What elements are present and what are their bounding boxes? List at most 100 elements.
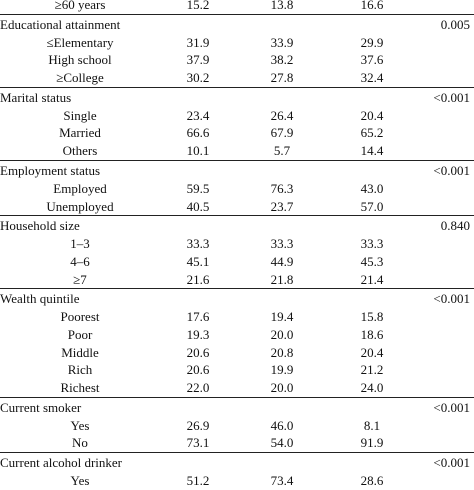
value-group-2: 18.6: [360, 326, 384, 342]
value-total: 20.6: [186, 362, 210, 378]
value-group-2: 32.4: [360, 70, 384, 86]
table-row: ≥College 30.2 27.8 32.4: [0, 69, 474, 87]
table-row: Poor 19.3 20.0 18.6: [0, 326, 474, 344]
section-divider: [0, 159, 474, 161]
row-label: No: [72, 435, 88, 451]
p-value: <0.001: [433, 89, 470, 105]
value-group-2: 14.4: [360, 143, 384, 159]
value-group-2: 45.3: [360, 253, 384, 269]
value-total: 33.3: [186, 236, 210, 252]
section-title: Wealth quintile: [0, 291, 80, 307]
value-group-1: 13.8: [270, 0, 294, 12]
value-group-2: 57.0: [360, 198, 384, 214]
value-total: 66.6: [186, 125, 210, 141]
p-value: <0.001: [433, 455, 470, 471]
row-label: ≥College: [56, 70, 104, 86]
section-header: Wealth quintile <0.001: [0, 289, 474, 308]
value-total: 31.9: [186, 34, 210, 50]
table-row: Poorest 17.6 19.4 15.8: [0, 308, 474, 326]
value-group-1: 38.2: [270, 52, 294, 68]
section-header: Current alcohol drinker <0.001: [0, 453, 474, 472]
value-group-1: 46.0: [270, 417, 294, 433]
section-header: Household size 0.840: [0, 216, 474, 235]
value-total: 40.5: [186, 198, 210, 214]
value-group-2: 15.8: [360, 309, 384, 325]
table-row: Married 66.6 67.9 65.2: [0, 124, 474, 142]
p-value: <0.001: [433, 162, 470, 178]
p-value: <0.001: [433, 291, 470, 307]
value-total: 45.1: [186, 253, 210, 269]
value-group-1: 21.8: [270, 271, 294, 287]
table-row: Employed 59.5 76.3 43.0: [0, 180, 474, 198]
table-row: Yes 26.9 46.0 8.1: [0, 417, 474, 435]
value-total: 19.3: [186, 326, 210, 342]
row-label: Unemployed: [46, 198, 114, 214]
section-header: Educational attainment 0.005: [0, 15, 474, 34]
row-label: Yes: [70, 473, 90, 489]
row-label: 1–3: [70, 236, 90, 252]
value-group-1: 54.0: [270, 435, 294, 451]
row-label: High school: [48, 52, 112, 68]
section-divider: [0, 13, 474, 15]
row-label: Poorest: [60, 309, 100, 325]
row-label: 4–6: [70, 253, 90, 269]
p-value: <0.001: [433, 399, 470, 415]
p-value: 0.840: [440, 218, 470, 234]
table-row: Yes 51.2 73.4 28.6: [0, 472, 474, 490]
value-total: 51.2: [186, 473, 210, 489]
value-group-1: 76.3: [270, 180, 294, 196]
table-row: 4–6 45.1 44.9 45.3: [0, 253, 474, 271]
value-group-1: 44.9: [270, 253, 294, 269]
table-row: Unemployed 40.5 23.7 57.0: [0, 198, 474, 216]
value-group-2: 65.2: [360, 125, 384, 141]
row-label: Married: [59, 125, 101, 141]
value-total: 59.5: [186, 180, 210, 196]
value-group-2: 21.4: [360, 271, 384, 287]
value-group-2: 20.4: [360, 344, 384, 360]
value-total: 10.1: [186, 143, 210, 159]
section-title: Employment status: [0, 162, 101, 178]
table-row: Others 10.1 5.7 14.4: [0, 142, 474, 160]
table-row: ≥60 years 15.2 13.8 16.6: [0, 0, 474, 14]
value-group-1: 33.3: [270, 236, 294, 252]
value-group-2: 8.1: [363, 417, 381, 433]
value-total: 15.2: [186, 0, 210, 12]
value-group-2: 28.6: [360, 473, 384, 489]
row-label: Poor: [67, 326, 93, 342]
section-title: Current alcohol drinker: [0, 455, 123, 471]
section-divider: [0, 288, 474, 290]
row-label: Yes: [70, 417, 90, 433]
row-label: ≥7: [73, 271, 87, 287]
value-group-2: 43.0: [360, 180, 384, 196]
value-total: 17.6: [186, 309, 210, 325]
section-title: Current smoker: [0, 399, 82, 415]
value-total: 26.9: [186, 417, 210, 433]
section-header: Current smoker <0.001: [0, 398, 474, 417]
section-title: Marital status: [0, 89, 72, 105]
value-group-1: 73.4: [270, 473, 294, 489]
value-group-2: 24.0: [360, 380, 384, 395]
value-group-1: 20.0: [270, 380, 294, 395]
value-group-1: 27.8: [270, 70, 294, 86]
value-group-1: 19.4: [270, 309, 294, 325]
value-group-2: 16.6: [360, 0, 384, 12]
table-row: Rich 20.6 19.9 21.2: [0, 361, 474, 379]
row-label: Others: [62, 143, 98, 159]
value-group-1: 5.7: [273, 143, 291, 159]
section-divider: [0, 396, 474, 398]
value-group-2: 33.3: [360, 236, 384, 252]
row-label: Employed: [53, 180, 107, 196]
table-row: Single 23.4 26.4 20.4: [0, 107, 474, 125]
table-row: Middle 20.6 20.8 20.4: [0, 344, 474, 362]
row-label: Richest: [60, 380, 100, 395]
section-divider: [0, 452, 474, 454]
value-group-1: 33.9: [270, 34, 294, 50]
value-group-1: 20.0: [270, 326, 294, 342]
value-group-2: 91.9: [360, 435, 384, 451]
value-group-1: 26.4: [270, 107, 294, 123]
table-row: ≤Elementary 31.9 33.9 29.9: [0, 34, 474, 52]
value-group-1: 67.9: [270, 125, 294, 141]
value-total: 22.0: [186, 380, 210, 395]
value-total: 21.6: [186, 271, 210, 287]
